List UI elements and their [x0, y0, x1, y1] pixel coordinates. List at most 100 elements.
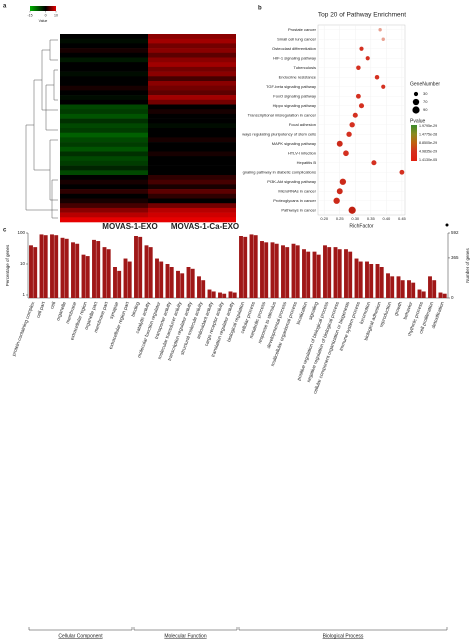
y-tick-label: FoxO signaling pathway: [273, 93, 316, 98]
group-bracket: [133, 627, 238, 631]
y-tick-label: Tuberculosis: [293, 65, 316, 70]
heatmap-cell: [148, 170, 236, 176]
x-tick-label: cell part: [35, 300, 47, 318]
bubble: [348, 206, 356, 214]
y-axis-label: Percentage of genes: [5, 244, 10, 286]
bar: [50, 234, 54, 298]
bar: [421, 291, 426, 298]
bar: [281, 245, 285, 298]
color-legend-label: 1.4775e-28: [419, 132, 437, 136]
bar: [260, 241, 264, 298]
heatmap-cell: [60, 34, 148, 39]
bar: [180, 273, 185, 298]
bar: [144, 245, 149, 298]
legend-label: MOVAS-1-EXO: [102, 222, 157, 231]
bar: [222, 293, 227, 298]
bubble: [343, 150, 349, 157]
heatmap-cell: [60, 104, 148, 110]
y-tick-label: Hippo signaling pathway: [273, 103, 316, 108]
size-legend-marker: [413, 91, 419, 97]
y-tick-label: gnaling pathway in diabetic complication…: [243, 169, 316, 174]
y-tick-label: Transcriptional misregulation in cancer: [248, 112, 317, 117]
heatmap-cell: [60, 128, 148, 133]
bar: [291, 243, 296, 298]
heatmap-cell: [148, 142, 236, 148]
heatmap-cell: [60, 160, 148, 166]
y-tick-label: MAPK signaling pathway: [272, 141, 316, 146]
color-legend-label: 1.9795e-29: [419, 124, 437, 128]
bar: [344, 249, 348, 298]
bar: [264, 242, 269, 298]
heatmap-cell: [148, 38, 236, 44]
heatmap-cell: [60, 198, 148, 204]
heatmap-cell: [148, 137, 236, 143]
heatmap-cell: [148, 160, 236, 166]
x-tick-label: organelle: [55, 301, 68, 322]
y2-tick-label: 592: [451, 230, 459, 235]
bar: [407, 280, 411, 298]
heatmap-cell: [60, 118, 148, 124]
bar: [323, 245, 327, 298]
x-tick-label: synapse: [110, 301, 121, 320]
bar: [442, 293, 447, 298]
bubble: [358, 103, 365, 109]
color-legend-bar: [411, 125, 417, 161]
heatmap-cell: [60, 95, 148, 101]
colorbar: [30, 6, 56, 11]
bar: [390, 276, 395, 298]
x-tick-label: 0.45: [398, 216, 407, 221]
y2-axis-label: Number of genes: [465, 247, 470, 282]
heatmap-cell: [60, 179, 148, 185]
heatmap-cell: [148, 48, 236, 54]
heatmap-cell: [148, 128, 236, 133]
heatmap-cell: [148, 184, 236, 190]
bar: [312, 251, 317, 298]
bar: [96, 241, 101, 298]
heatmap-cell: [148, 52, 236, 58]
bubble: [378, 28, 382, 32]
bar: [197, 276, 201, 298]
dendrogram: [25, 39, 58, 219]
heatmap-cell: [60, 156, 148, 162]
bar: [327, 247, 332, 298]
heatmap-cell: [148, 189, 236, 195]
bubble: [336, 140, 343, 147]
heatmap-cell: [148, 34, 236, 39]
x-tick-label: protein-containing complex: [11, 301, 36, 357]
y-tick-label: Prostate cancer: [288, 27, 317, 32]
bubble: [355, 93, 361, 99]
y-tick-label: Osteoclast differentiation: [272, 46, 316, 51]
bar: [127, 261, 132, 298]
group-bracket: [28, 627, 133, 631]
size-legend-label: 90: [423, 107, 428, 112]
group-bracket: [238, 627, 448, 631]
heatmap-cell: [148, 71, 236, 77]
legend-label: MOVAS-1-Ca-EXO: [171, 222, 239, 231]
bar: [29, 245, 33, 298]
heatmap-cell: [60, 43, 148, 49]
heatmap-cell: [148, 156, 236, 162]
x-tick-label: behavior: [402, 301, 414, 321]
bar: [400, 280, 405, 298]
size-legend-title: GeneNumber: [410, 81, 440, 87]
bar: [169, 267, 174, 298]
bubble: [352, 112, 358, 118]
heatmap-cell: [60, 146, 148, 152]
chart-title: Top 20 of Pathway Enrichment: [318, 12, 406, 19]
heatmap-cell: [60, 38, 148, 44]
heatmap-cell: [60, 137, 148, 143]
x-tick-label: 0.40: [382, 216, 391, 221]
bar: [316, 254, 321, 298]
bubble: [333, 197, 340, 204]
group-label: Biological Process: [323, 633, 364, 639]
heatmap-cell: [60, 62, 148, 68]
bar: [285, 247, 290, 298]
heatmap-cell: [148, 85, 236, 91]
bar: [358, 261, 363, 298]
panel-label: b: [258, 6, 262, 12]
bar: [138, 236, 143, 298]
heatmap-cell: [148, 207, 236, 213]
bubble: [359, 46, 364, 51]
heatmap-cell: [60, 165, 148, 171]
x-tick-label: cell: [49, 301, 57, 310]
